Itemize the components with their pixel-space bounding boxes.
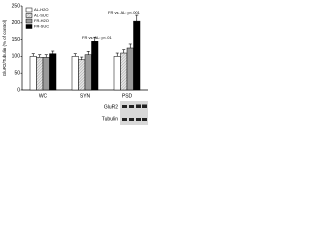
legend-label: FR-SUC [34, 24, 49, 29]
bar [91, 41, 99, 91]
bar [78, 59, 86, 91]
x-tick-label: WC [39, 93, 48, 99]
x-tick-label: PSD [122, 93, 133, 99]
legend-swatch [25, 13, 33, 18]
legend-label: AL-SUC [34, 13, 49, 18]
bar [29, 56, 37, 91]
y-axis-label: GluR2/Tubulin (% of control) [2, 19, 7, 76]
bar [126, 47, 134, 91]
bar [71, 56, 79, 91]
legend-swatch [25, 24, 33, 29]
bar [133, 20, 141, 91]
y-tick-label: 50 [14, 71, 20, 77]
legend-label: AL-H2O [34, 7, 48, 12]
y-tick-label: 100 [12, 54, 21, 60]
x-tick-label: SYN [80, 93, 91, 99]
bar [42, 57, 50, 91]
bar [84, 54, 92, 91]
bar [120, 52, 128, 91]
legend-swatch [25, 18, 33, 24]
y-tick-label: 0 [17, 87, 20, 93]
legend-label: FR-H2O [34, 18, 49, 23]
bar [49, 53, 57, 91]
annotation: FR vs. AL: p<.01 [82, 35, 112, 40]
y-tick-label: 200 [12, 20, 21, 26]
y-tick-label: 150 [12, 37, 21, 43]
blot-bands [122, 104, 147, 121]
annotation: FR vs. AL: p<.001 [108, 10, 141, 15]
y-tick-label: 250 [12, 3, 21, 9]
legend-swatch [25, 7, 33, 13]
chart: GluR2/Tubulin (% of control) FR vs. AL: … [2, 3, 148, 125]
bar [36, 57, 44, 91]
blot-label: GluR2 [104, 104, 118, 110]
bar [113, 56, 121, 91]
blot-label: Tubulin [102, 116, 118, 122]
